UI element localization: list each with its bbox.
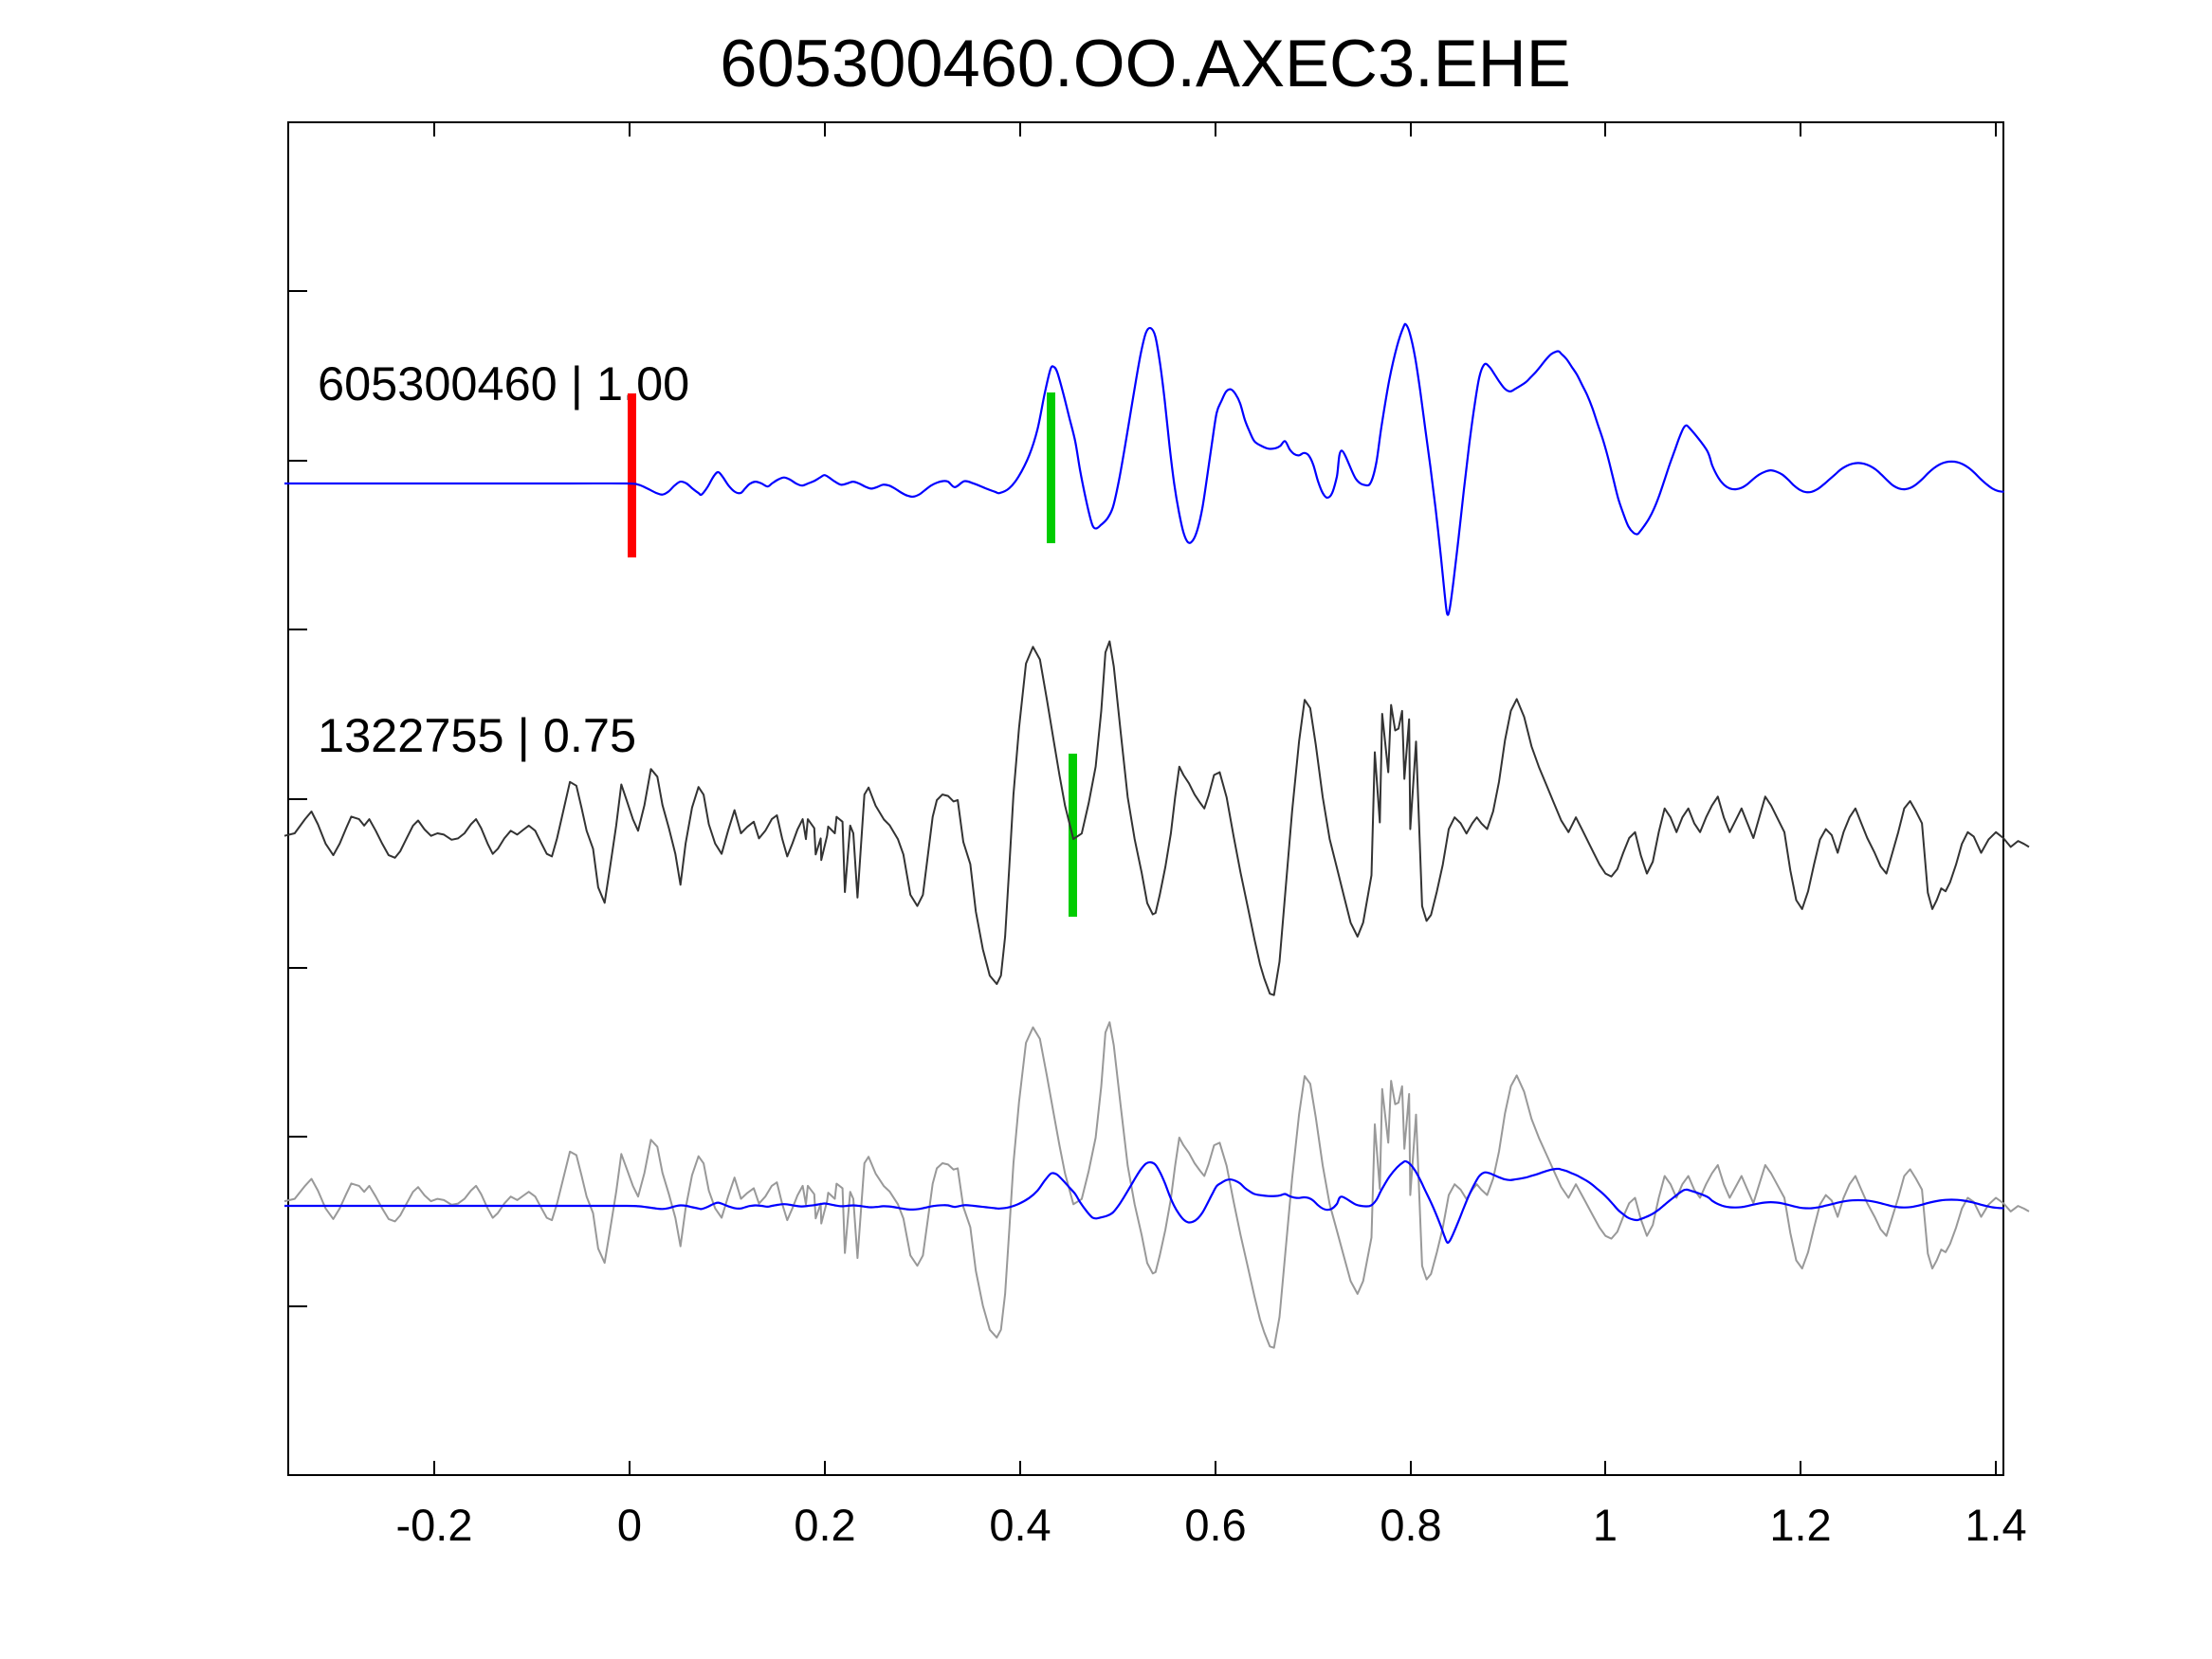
svg-text:0.2: 0.2: [794, 1500, 855, 1550]
svg-text:605300460.OO.AXEC3.EHE: 605300460.OO.AXEC3.EHE: [720, 26, 1570, 100]
svg-text:1: 1: [1593, 1500, 1618, 1550]
svg-text:0.6: 0.6: [1184, 1500, 1246, 1550]
svg-text:0.8: 0.8: [1380, 1500, 1441, 1550]
svg-text:1.4: 1.4: [1965, 1500, 2026, 1550]
svg-text:-0.2: -0.2: [396, 1500, 473, 1550]
svg-text:0.4: 0.4: [989, 1500, 1051, 1550]
svg-text:1.2: 1.2: [1769, 1500, 1831, 1550]
svg-text:0: 0: [617, 1500, 642, 1550]
svg-text:1322755 | 0.75: 1322755 | 0.75: [318, 708, 636, 762]
